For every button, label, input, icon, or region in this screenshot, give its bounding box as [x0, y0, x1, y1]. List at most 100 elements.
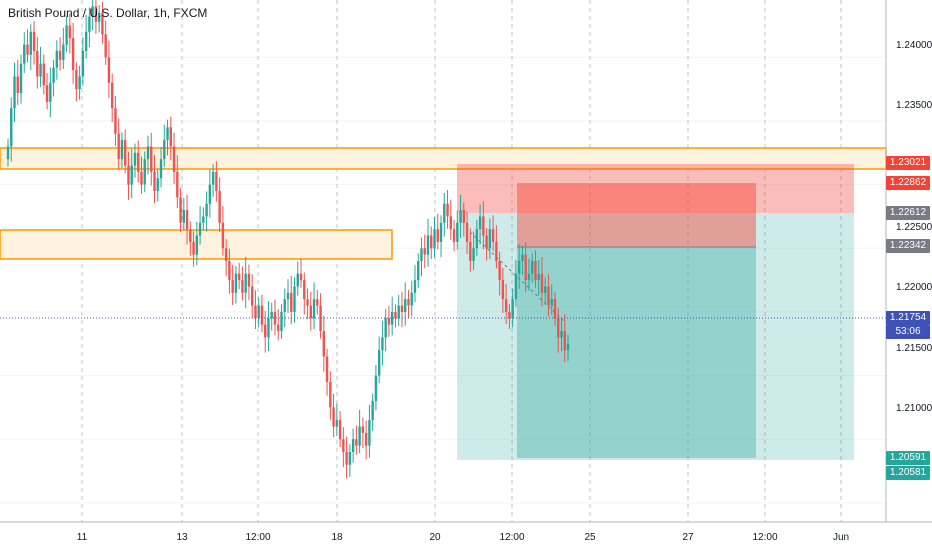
candle-body — [514, 273, 518, 300]
chart-grid — [0, 0, 886, 522]
candle-body — [397, 305, 400, 319]
candle-body — [547, 286, 550, 306]
candle-body — [540, 273, 544, 293]
candle-body — [404, 299, 407, 312]
candle-body — [166, 127, 169, 141]
candle-body — [537, 273, 540, 281]
candle-body — [176, 171, 179, 198]
entry-outer-price-tag: 1.22612 — [886, 206, 930, 220]
time-axis-label: 13 — [176, 532, 188, 543]
candle-body — [71, 38, 75, 71]
stop-outer-price-tag: 1.23021 — [886, 156, 930, 170]
candle-body — [390, 311, 394, 325]
candle-body — [449, 216, 452, 230]
candle-body — [234, 273, 238, 293]
candle-body — [371, 401, 374, 421]
candle-body — [563, 331, 566, 351]
candle-body — [417, 261, 420, 281]
time-axis-label: 12:00 — [245, 532, 271, 543]
candle-body — [156, 178, 159, 191]
candle-body — [413, 280, 417, 293]
candle-body — [368, 420, 371, 446]
candle-body — [163, 140, 166, 160]
candle-body — [257, 305, 260, 319]
candle-body — [29, 31, 32, 55]
time-axis-label: 18 — [331, 532, 343, 543]
candle-body — [254, 305, 257, 319]
candle-body — [423, 248, 426, 255]
candle-body — [185, 210, 189, 230]
candle-body — [325, 356, 329, 382]
candle-body — [439, 222, 443, 242]
candle-body — [400, 305, 404, 312]
candle-body — [306, 299, 309, 306]
candle-body — [374, 375, 378, 402]
candle-body — [127, 165, 130, 185]
candle-body — [75, 70, 78, 90]
candle-body — [153, 171, 156, 191]
candle-body — [267, 318, 270, 338]
candle-body — [241, 280, 244, 293]
candle-body — [309, 305, 312, 319]
candle-body — [62, 44, 65, 60]
position-risk-inner — [517, 183, 756, 247]
candle-body — [277, 324, 280, 332]
candle-body — [495, 241, 498, 261]
candle-body — [384, 318, 387, 338]
candle-body — [58, 50, 62, 60]
price-axis-label: 1.22500 — [896, 222, 932, 233]
candle-body — [211, 171, 215, 185]
candle-body — [511, 299, 514, 319]
bar-countdown-tag: 53:06 — [886, 325, 930, 339]
candle-body — [459, 210, 462, 223]
last-price-tag: 1.21754 — [886, 311, 930, 325]
candle-body — [94, 6, 98, 22]
candle-body — [19, 63, 23, 93]
candle-body — [195, 235, 199, 255]
candle-body — [218, 190, 221, 223]
candle-body — [13, 76, 16, 109]
time-axis-label: 25 — [584, 532, 596, 543]
position-trend-dashed — [469, 231, 566, 323]
candle-body — [104, 34, 107, 58]
price-axis-label: 1.21000 — [896, 403, 932, 414]
candle-body — [478, 216, 482, 230]
price-axis-label: 1.23500 — [896, 100, 932, 111]
candle-body — [485, 235, 488, 249]
candle-body — [296, 273, 299, 287]
candle-body — [361, 426, 365, 433]
candle-body — [120, 140, 124, 160]
candle-body — [342, 439, 345, 452]
candle-body — [55, 50, 59, 68]
candle-body — [498, 261, 501, 281]
candle-body — [338, 420, 342, 440]
candle-body — [202, 216, 205, 223]
candle-body — [530, 261, 534, 274]
candle-body — [68, 25, 72, 39]
time-axis-label: 12:00 — [752, 532, 778, 543]
candle-body — [283, 299, 286, 312]
candle-body — [133, 152, 137, 166]
candle-body — [137, 152, 140, 172]
chart-title: British Pound / U.S. Dollar, 1h, FXCM — [8, 6, 208, 20]
candle-body — [508, 311, 511, 319]
candle-body — [566, 343, 570, 351]
candle-body — [469, 241, 472, 261]
candle-body — [110, 82, 114, 109]
candle-body — [443, 203, 446, 223]
candle-body — [394, 311, 397, 319]
candle-body — [560, 331, 563, 338]
candle-body — [26, 44, 29, 55]
candle-body — [117, 133, 120, 160]
candle-body — [6, 146, 10, 160]
candle-body — [42, 63, 46, 86]
candle-body — [407, 299, 410, 306]
time-axis-label: 12:00 — [499, 532, 525, 543]
candle-body — [436, 229, 439, 242]
candle-body — [172, 146, 176, 172]
candle-body — [319, 305, 322, 332]
candle-body — [146, 146, 150, 160]
candle-body — [10, 108, 13, 147]
candle-body — [517, 261, 521, 274]
